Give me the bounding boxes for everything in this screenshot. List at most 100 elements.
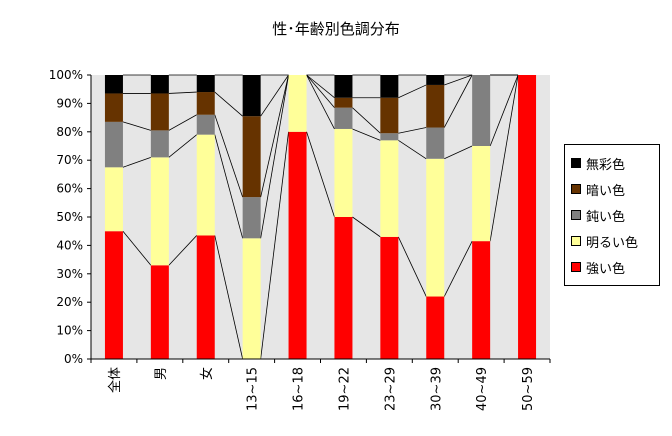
series-connector-line	[168, 114, 197, 131]
y-tick-label: 30%	[56, 267, 83, 281]
bar-segment	[334, 97, 353, 108]
legend-swatch	[571, 236, 581, 246]
legend-label: 明るい色	[586, 235, 639, 251]
series-connector-line	[306, 131, 335, 218]
bar-segment	[150, 265, 169, 359]
chart-legend: 無彩色暗い色鈍い色明るい色強い色	[564, 144, 660, 286]
bar-segment	[380, 133, 399, 141]
bar-segment	[518, 75, 537, 359]
y-tick-label: 80%	[56, 125, 83, 139]
bar-segment	[380, 140, 399, 237]
bar-segment	[242, 116, 261, 198]
legend-item: 無彩色	[571, 153, 625, 173]
series-connector-line	[168, 134, 198, 158]
bar-segment	[426, 158, 445, 297]
bar-segment	[334, 128, 353, 217]
legend-item: 鈍い色	[571, 205, 625, 225]
series-connector-line	[260, 74, 289, 117]
series-connector-line	[214, 134, 244, 239]
y-tick-label: 70%	[56, 153, 83, 167]
x-tick-label: 30~39	[429, 367, 444, 411]
bar-segment	[104, 93, 123, 122]
bar-segment	[426, 296, 445, 359]
legend-label: 強い色	[586, 261, 626, 277]
bar-segment	[150, 157, 169, 266]
series-connector-line	[443, 74, 473, 128]
series-connector-line	[122, 230, 152, 266]
x-tick-label: 16~18	[292, 367, 307, 411]
series-connector-line	[489, 74, 519, 242]
legend-item: 暗い色	[571, 179, 625, 199]
legend-item: 強い色	[571, 257, 625, 277]
legend-swatch	[571, 158, 581, 168]
series-connector-line	[489, 74, 519, 147]
x-tick-label: 全体	[107, 367, 123, 393]
series-connector-line	[352, 216, 381, 238]
bar-segment	[380, 75, 399, 98]
y-tick-label: 10%	[56, 324, 83, 338]
bar-segment	[472, 146, 491, 242]
bar-segment	[380, 97, 399, 134]
bar-segment	[196, 75, 215, 93]
series-connector-line	[397, 236, 427, 297]
bar-segment	[196, 134, 215, 236]
legend-label: 無彩色	[586, 157, 626, 173]
series-connector-line	[214, 91, 243, 117]
y-tick-label: 40%	[56, 238, 83, 252]
bar-segment	[196, 92, 215, 115]
x-tick-label: 男	[154, 367, 169, 380]
y-tick-label: 0%	[64, 352, 83, 366]
bar-segment	[426, 75, 445, 85]
series-connector-line	[306, 74, 335, 108]
bar-segment	[104, 167, 123, 232]
bar-segment	[150, 93, 169, 131]
series-connector-line	[214, 235, 244, 360]
series-connector-line	[260, 74, 289, 198]
bar-segment	[150, 130, 169, 158]
legend-swatch	[571, 184, 581, 194]
legend-label: 暗い色	[586, 183, 626, 199]
bar-segment	[104, 121, 123, 168]
bar-segment	[472, 241, 491, 359]
x-tick-label: 50~59	[521, 367, 536, 411]
series-connector-line	[306, 74, 335, 130]
series-connector-line	[122, 121, 151, 131]
series-connector-line	[444, 74, 473, 86]
series-connector-line	[214, 114, 244, 198]
series-connector-line	[260, 131, 289, 360]
x-tick-label: 女	[199, 367, 215, 380]
y-tick-label: 100%	[49, 68, 83, 82]
bar-segment	[288, 131, 307, 359]
series-connector-line	[168, 235, 198, 266]
bar-segment	[242, 238, 261, 359]
bar-segment	[288, 75, 307, 132]
bar-segment	[242, 75, 261, 117]
bar-segment	[334, 107, 353, 129]
y-tick-label: 20%	[56, 295, 83, 309]
bar-segment	[104, 231, 123, 359]
legend-item: 明るい色	[571, 231, 638, 251]
legend-label: 鈍い色	[586, 209, 626, 225]
series-connector-line	[443, 240, 473, 297]
legend-swatch	[571, 262, 581, 272]
series-connector-line	[398, 139, 427, 160]
bar-segment	[426, 84, 445, 128]
bar-segment	[196, 235, 215, 359]
series-connector-line	[352, 107, 381, 134]
x-tick-label: 40~49	[475, 367, 490, 411]
x-tick-label: 23~29	[383, 367, 398, 411]
bar-segment	[472, 75, 491, 146]
legend-swatch	[571, 210, 581, 220]
series-connector-line	[398, 127, 427, 134]
bar-segment	[334, 75, 353, 98]
series-connector-line	[398, 84, 427, 99]
y-tick-label: 90%	[56, 96, 83, 110]
bar-segment	[426, 127, 445, 159]
bar-segment	[242, 197, 261, 239]
bar-segment	[380, 236, 399, 359]
chart-title: 性･年齢別色調分布	[272, 20, 400, 38]
series-connector-line	[168, 91, 197, 94]
bar-segment	[196, 114, 215, 135]
